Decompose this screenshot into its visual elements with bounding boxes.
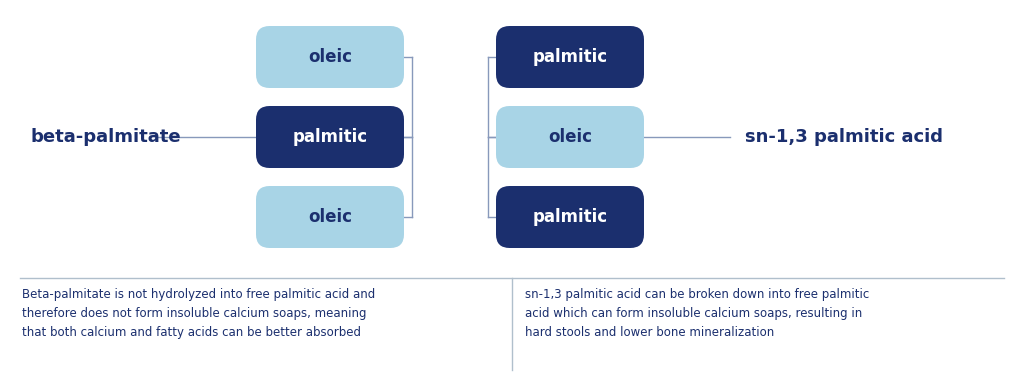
Text: palmitic: palmitic xyxy=(293,128,368,146)
FancyBboxPatch shape xyxy=(496,106,644,168)
Text: Beta-palmitate is not hydrolyzed into free palmitic acid and
therefore does not : Beta-palmitate is not hydrolyzed into fr… xyxy=(22,288,375,339)
Text: oleic: oleic xyxy=(308,48,352,66)
Text: palmitic: palmitic xyxy=(532,48,607,66)
FancyBboxPatch shape xyxy=(496,26,644,88)
FancyBboxPatch shape xyxy=(256,186,404,248)
Text: sn-1,3 palmitic acid can be broken down into free palmitic
acid which can form i: sn-1,3 palmitic acid can be broken down … xyxy=(525,288,869,339)
Text: oleic: oleic xyxy=(548,128,592,146)
Text: sn-1,3 palmitic acid: sn-1,3 palmitic acid xyxy=(745,128,943,146)
FancyBboxPatch shape xyxy=(496,186,644,248)
Text: beta-palmitate: beta-palmitate xyxy=(30,128,180,146)
FancyBboxPatch shape xyxy=(256,26,404,88)
FancyBboxPatch shape xyxy=(256,106,404,168)
Text: palmitic: palmitic xyxy=(532,208,607,226)
Text: oleic: oleic xyxy=(308,208,352,226)
